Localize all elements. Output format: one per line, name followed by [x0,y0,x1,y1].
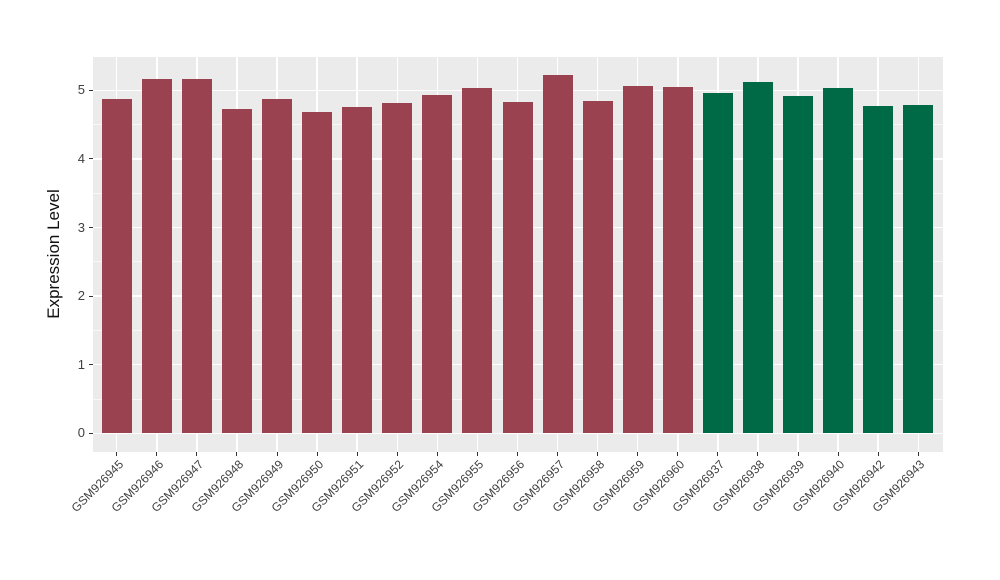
bar-gsm926960 [662,86,693,434]
x-axis-tick [797,452,799,456]
x-axis-tick [837,452,839,456]
x-axis-tick [637,452,639,456]
x-axis-tick [116,452,118,456]
y-axis-label: 0 [77,425,85,441]
x-axis-tick [196,452,198,456]
y-axis-tick [88,227,93,228]
x-axis-tick [476,452,478,456]
x-axis-tick [557,452,559,456]
x-axis-tick [757,452,759,456]
bar-gsm926950 [302,111,333,434]
bar-gsm926948 [221,108,252,434]
bar-gsm926945 [101,99,132,434]
x-axis-tick [517,452,518,456]
y-axis-label: 5 [77,82,85,98]
y-axis-tick [88,364,93,366]
y-axis-tick [88,89,93,91]
x-axis-tick [156,452,158,456]
y-axis-label: 2 [77,288,85,304]
bar-gsm926958 [582,100,613,434]
x-axis-tick [677,452,679,456]
x-axis-tick [276,452,278,456]
y-axis-tick [88,158,93,160]
y-axis-tick [88,295,93,297]
y-axis-label: 1 [77,356,85,372]
x-axis-tick [396,452,398,456]
y-axis-label: 4 [77,150,85,166]
bar-gsm926956 [502,101,533,434]
bar-gsm926949 [262,99,293,434]
x-axis-tick [877,452,879,456]
x-axis-tick [356,452,358,456]
bar-gsm926952 [382,103,413,434]
bar-gsm926942 [863,106,894,434]
y-axis-tick [88,432,93,434]
bar-gsm926954 [422,95,453,434]
bar-gsm926955 [462,88,493,434]
plot-panel [93,57,943,452]
x-axis-tick [917,452,919,456]
x-axis-tick [436,452,438,456]
x-axis-tick [717,452,719,456]
x-axis-tick [316,452,318,456]
x-axis-tick [236,452,238,456]
bar-gsm926939 [783,95,814,434]
bar-gsm926951 [342,106,373,434]
bar-gsm926943 [903,104,934,434]
bar-gsm926937 [702,93,733,434]
bar-gsm926947 [181,79,212,434]
bar-gsm926957 [542,74,573,434]
bar-gsm926959 [622,86,653,434]
x-axis-tick [597,452,599,456]
bar-gsm926938 [742,82,773,434]
y-axis-label: 3 [77,219,85,235]
bar-gsm926946 [141,78,172,434]
bar-gsm926940 [823,87,854,434]
x-axis-label: GSM926943 [869,457,928,515]
